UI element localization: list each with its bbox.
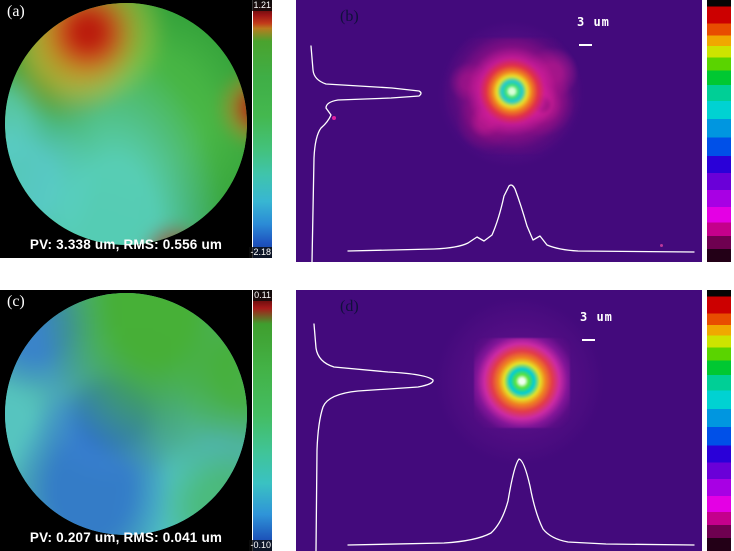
stray-speckle-dot <box>332 116 336 120</box>
panel-d-beam-image: (d) 3 um <box>296 290 702 551</box>
horizontal-profile-curve-b <box>347 184 695 253</box>
panel-a-pv-rms-stats: PV: 3.338 um, RMS: 0.556 um <box>29 237 223 252</box>
colorbar-a-min-value: -2.18 <box>249 247 272 258</box>
panel-b-beam-image: (b) 3 um <box>296 0 702 262</box>
scale-bar-label-d: 3 um <box>580 310 613 324</box>
panel-b-label: (b) <box>340 8 359 25</box>
vertical-profile-curve-b <box>310 45 422 262</box>
wavefront-disc-a <box>5 3 247 245</box>
panel-d-label: (d) <box>340 298 359 315</box>
panel-a-wavefront: (a) PV: 3.338 um, RMS: 0.556 um <box>0 0 252 258</box>
beam-profile-curves-b <box>310 45 695 262</box>
panel-c-pv-rms-stats: PV: 0.207 um, RMS: 0.041 um <box>29 530 223 545</box>
rainbow-colorbar-d <box>707 290 731 551</box>
vertical-profile-curve-d <box>313 323 434 551</box>
rainbow-colorbar-b <box>707 0 731 262</box>
colorbar-c: 0.11 -0.10 <box>249 290 272 551</box>
scale-bar-d <box>582 339 595 341</box>
scale-bar-label-b: 3 um <box>577 15 610 29</box>
scale-bar-b <box>579 44 592 46</box>
colorbar-a-max-value: 1.21 <box>252 0 272 11</box>
wavefront-phase-map-c <box>5 293 247 535</box>
colorbar-c-min-value: -0.10 <box>249 540 272 551</box>
panel-c-label: (c) <box>7 293 25 310</box>
panel-c-wavefront: (c) PV: 0.207 um, RMS: 0.041 um <box>0 290 252 551</box>
colorbar-c-max-value: 0.11 <box>253 290 272 301</box>
colorbar-a: 1.21 -2.18 <box>249 0 272 258</box>
beam-spot-d <box>474 338 570 428</box>
beam-profile-curves-d <box>313 323 695 551</box>
horizontal-profile-curve-d <box>347 458 695 546</box>
wavefront-disc-c <box>5 293 247 535</box>
stray-speckle-dot <box>660 244 663 247</box>
wavefront-phase-map-a <box>5 3 247 245</box>
panel-a-label: (a) <box>7 3 25 20</box>
beam-spot-b <box>434 38 590 154</box>
